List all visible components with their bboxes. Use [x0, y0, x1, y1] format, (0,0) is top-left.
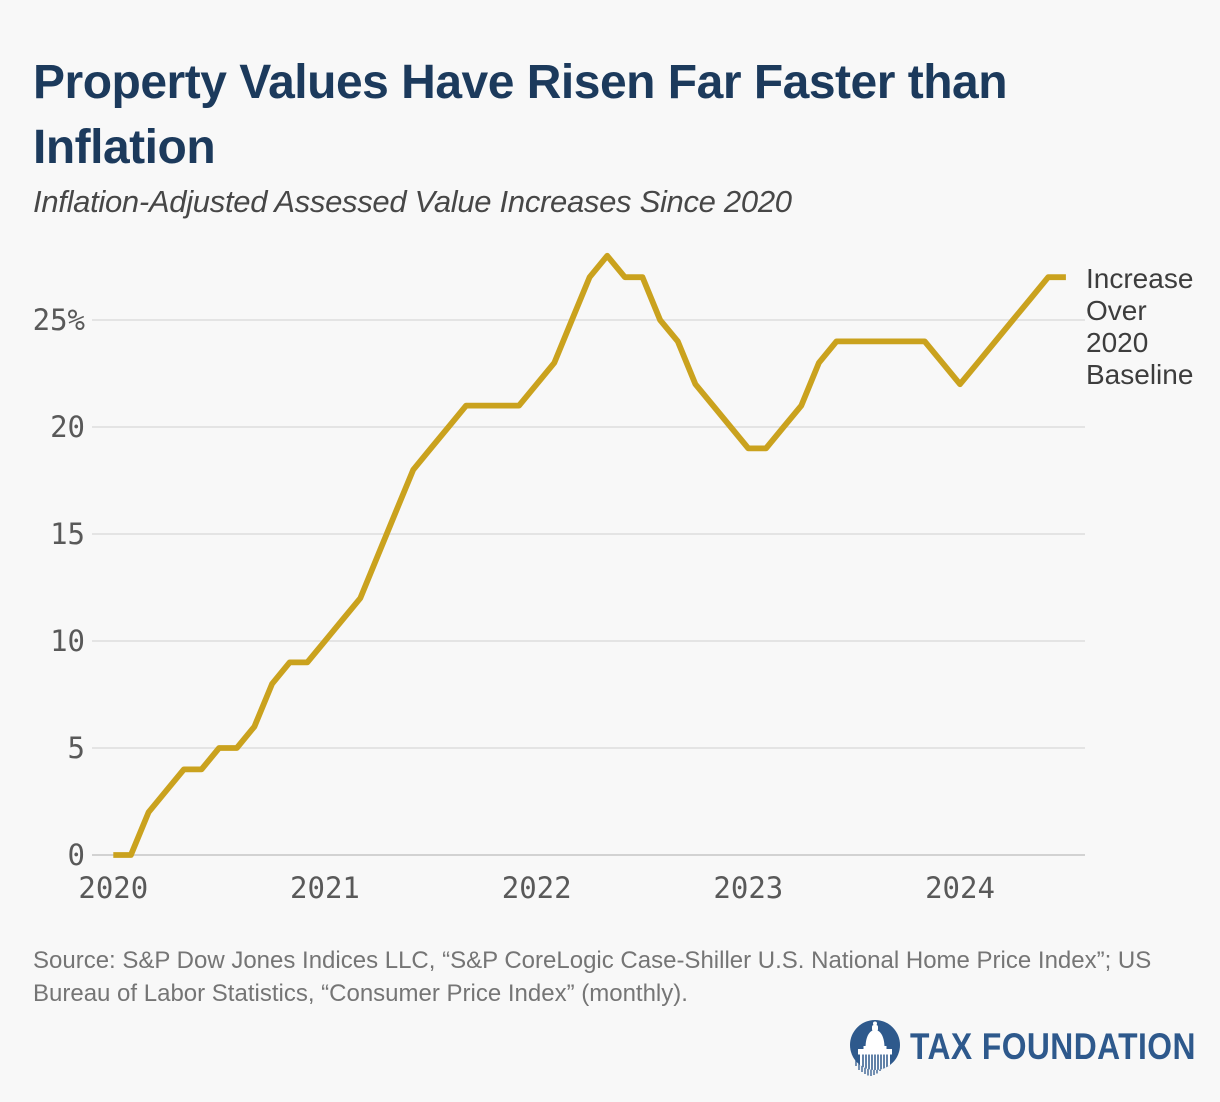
source-note: Source: S&P Dow Jones Indices LLC, “S&P … — [33, 947, 1152, 1007]
tax-foundation-capitol-icon — [850, 1020, 900, 1076]
y-tick-label: 5 — [67, 731, 85, 765]
data-line — [113, 252, 1066, 858]
chart-subtitle: Inflation-Adjusted Assessed Value Increa… — [33, 184, 792, 219]
brand-name: TAX FOUNDATION — [910, 1026, 1196, 1067]
x-tick-label: 2023 — [713, 871, 784, 905]
y-tick-label: 15 — [50, 517, 85, 551]
y-tick-label: 10 — [50, 624, 85, 658]
gridlines — [92, 319, 1085, 856]
y-tick-label: 25% — [32, 303, 85, 337]
y-tick-label: 0 — [67, 838, 85, 872]
x-tick-label: 2020 — [78, 871, 149, 905]
y-tick-label: 20 — [50, 410, 85, 444]
series-label: Increase Over 2020 Baseline — [1086, 263, 1194, 390]
x-tick-label: 2024 — [925, 871, 995, 905]
x-tick-label: 2022 — [501, 871, 572, 905]
x-tick-label: 2021 — [290, 871, 360, 905]
page-title: Property Values Have Risen Far Faster th… — [33, 56, 1008, 175]
